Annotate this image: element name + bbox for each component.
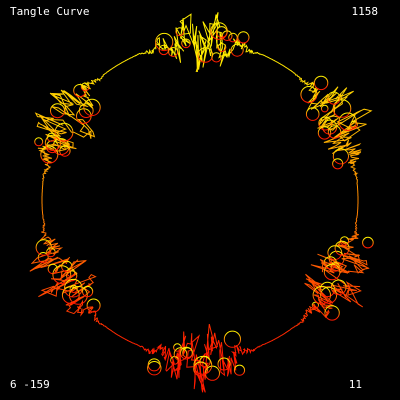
curve-curl (147, 358, 161, 372)
curve-curl (168, 47, 179, 57)
curve-curl (37, 252, 49, 263)
curve-curl (311, 301, 319, 309)
curve-curl (320, 286, 338, 304)
curve-curl (332, 158, 344, 170)
curve-curl (44, 134, 62, 151)
curve-curl (59, 145, 71, 157)
curve-curl (338, 112, 357, 131)
curve-curl (61, 260, 73, 273)
curve-curl (318, 116, 333, 131)
curve-curl (327, 91, 341, 105)
curve-curl (312, 285, 331, 305)
title-label: Tangle Curve (10, 5, 90, 18)
curve-curl (324, 305, 340, 321)
curve-curl (155, 32, 174, 52)
curve-curl (332, 99, 352, 118)
curve-curl (66, 270, 78, 282)
curve-curl (215, 26, 228, 38)
curve-curl (211, 52, 222, 63)
curve-curl (330, 279, 347, 296)
curve-curl (319, 281, 336, 298)
curve-curl (173, 347, 188, 361)
tangle-curve (29, 12, 374, 393)
curve-curl (237, 31, 250, 44)
curve-curl (180, 346, 193, 360)
curve-curl (193, 361, 209, 377)
curve-curl (64, 278, 83, 298)
curve-curl (317, 126, 332, 140)
curve-curl (69, 286, 88, 305)
curve-curl (330, 262, 341, 272)
curve-curl (223, 330, 241, 348)
curve-path (29, 12, 373, 393)
curve-curl (217, 43, 227, 52)
params-readout: 6 -159 (10, 378, 50, 391)
curve-curl (305, 107, 320, 121)
curve-curl (54, 122, 74, 142)
curve-curl (158, 44, 170, 56)
curve-curl (300, 86, 318, 103)
curve-curl (217, 357, 231, 371)
curve-curl (332, 148, 349, 165)
curve-curl (334, 240, 350, 256)
curve-curl (80, 82, 90, 92)
curve-curl (320, 104, 329, 113)
curve-curl (181, 38, 191, 49)
curve-curl (86, 298, 101, 313)
curve-curl (46, 247, 56, 258)
curve-curl (69, 284, 78, 293)
curve-curl (34, 137, 44, 147)
curve-curl (50, 103, 65, 119)
curve-curl (147, 361, 162, 376)
curve-curl (175, 27, 185, 37)
curve-curl (362, 236, 374, 249)
curve-curl (82, 285, 94, 298)
curve-curl (233, 364, 246, 376)
level-readout: 11 (348, 378, 362, 391)
curve-curl (327, 125, 342, 139)
curve-curl (193, 355, 213, 375)
curve-curl (228, 32, 238, 43)
curve-curl (35, 239, 52, 256)
counter-readout: 1158 (351, 5, 379, 18)
curve-curl (230, 43, 244, 57)
curve-curl (313, 75, 329, 91)
curve-curl (83, 98, 101, 117)
curve-curl (73, 84, 87, 98)
curve-curl (204, 365, 220, 381)
curve-curl (40, 145, 59, 164)
